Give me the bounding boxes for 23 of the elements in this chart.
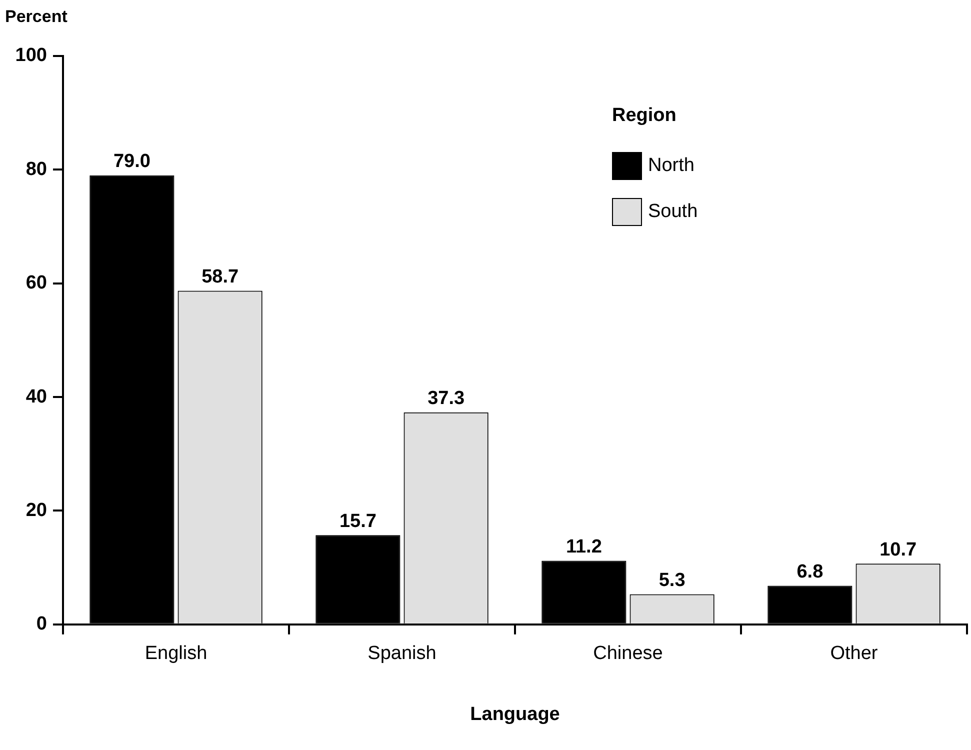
x-tick-label: Spanish [368,643,436,664]
data-label: 37.3 [428,388,465,410]
data-label: 5.3 [658,570,686,592]
data-label: 15.7 [339,510,376,532]
x-tick-label: English [144,643,208,664]
legend-title: Region [612,105,676,126]
data-label: 79.0 [113,151,150,172]
y-tick-label: 40 [26,386,47,408]
legend-label: South [648,201,698,222]
x-tick-label: Other [830,643,878,664]
x-axis-title: Language [470,704,560,725]
y-tick-label: 80 [26,158,47,180]
y-tick-label: 20 [26,500,47,521]
data-label: 10.7 [880,539,917,560]
data-label: 6.8 [796,561,824,582]
y-tick-label: 0 [36,614,47,635]
y-axis-title: Percent [5,7,68,26]
y-tick-label: 60 [26,272,47,294]
y-tick-label: 100 [15,45,47,66]
x-tick-label: Chinese [593,643,663,664]
legend-label: North [648,155,694,176]
data-label: 58.7 [202,266,239,288]
data-label: 11.2 [566,536,602,558]
